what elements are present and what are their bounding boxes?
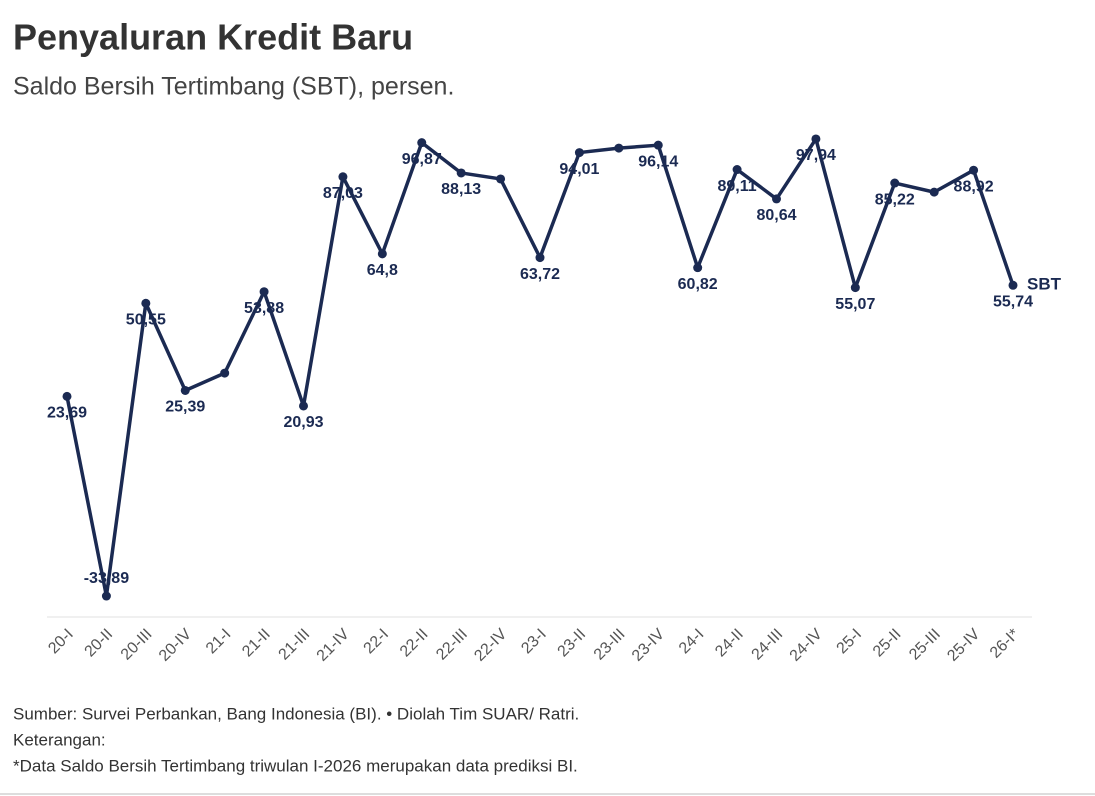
data-label: 50,55 (126, 311, 166, 328)
x-tick-label: 26-I* (987, 626, 1023, 662)
point (969, 165, 979, 175)
x-tick-label: 21-IV (314, 626, 353, 665)
point (535, 253, 545, 263)
data-label: -33,89 (84, 570, 129, 587)
point (653, 140, 663, 150)
x-tick-label: 25-II (870, 626, 905, 661)
data-label: 97,94 (796, 147, 836, 164)
data-label: 96,87 (402, 151, 442, 168)
point (220, 368, 230, 378)
data-label: 64,8 (367, 262, 398, 279)
x-tick-label: 22-I (361, 626, 393, 658)
data-label: 53,88 (244, 300, 284, 317)
data-label: 55,74 (993, 293, 1033, 310)
data-label: 94,01 (559, 161, 599, 178)
chart-subtitle: Saldo Bersih Tertimbang (SBT), persen. (13, 73, 454, 101)
x-tick-label: 20-IV (156, 626, 195, 665)
x-tick-label: 20-II (82, 626, 117, 661)
x-tick-label: 23-III (591, 626, 629, 664)
point (614, 143, 624, 153)
point (929, 187, 939, 197)
x-tick-label: 24-IV (787, 626, 826, 665)
data-label: 60,82 (678, 276, 718, 293)
point (259, 287, 269, 297)
data-label: 89,11 (718, 178, 757, 195)
data-label: 20,93 (283, 414, 323, 431)
x-tick-label: 22-III (433, 626, 471, 664)
line (65, 137, 1015, 598)
point (1008, 280, 1018, 290)
x-tick-label: 25-III (906, 626, 944, 664)
data-label: 23,69 (47, 405, 87, 422)
x-tick-label: 21-II (239, 626, 274, 661)
x-tick-label: 22-II (397, 626, 432, 661)
point (101, 591, 111, 601)
note-heading: Keterangan: (13, 730, 106, 749)
point (890, 178, 900, 188)
point (180, 385, 190, 395)
point (811, 134, 821, 144)
point (456, 168, 466, 178)
point (693, 263, 703, 273)
point (732, 165, 742, 175)
x-tick-label: 23-I (518, 626, 550, 658)
point (574, 148, 584, 158)
point (62, 391, 72, 401)
point (338, 172, 348, 182)
data-label: 88,13 (441, 181, 481, 198)
x-tick-label: 25-IV (944, 626, 983, 665)
point (141, 298, 151, 308)
x-tick-label: 21-III (276, 626, 314, 664)
point (496, 174, 506, 184)
x-tick-label: 20-I (45, 626, 77, 658)
point (377, 249, 387, 259)
data-label: 55,07 (835, 296, 875, 313)
x-tick-label: 20-III (118, 626, 156, 664)
chart-title: Penyaluran Kredit Baru (13, 17, 413, 58)
data-label: 25,39 (165, 399, 205, 416)
point (850, 283, 860, 293)
x-tick-label: 25-I (834, 626, 866, 658)
x-tick-label: 23-IV (629, 626, 668, 665)
x-tick-label: 24-III (749, 626, 787, 664)
point (299, 401, 308, 411)
source: Sumber: Survei Perbankan, Bang Indonesia… (13, 704, 579, 723)
data-label: 88,92 (954, 178, 994, 195)
data-label: 63,72 (520, 266, 560, 283)
point (772, 194, 781, 204)
x-tick-label: 23-II (555, 626, 590, 661)
x-tick-label: 24-II (712, 626, 747, 661)
point (417, 138, 427, 148)
data-label: 85,22 (875, 191, 915, 208)
data-label: 96,14 (638, 153, 678, 170)
x-tick-label: 24-I (676, 626, 708, 658)
data-label: 87,03 (323, 185, 363, 202)
series-label: SBT (1027, 275, 1062, 294)
x-tick-label: 21-I (203, 626, 235, 658)
note: *Data Saldo Bersih Tertimbang triwulan I… (13, 756, 578, 775)
data-label: 80,64 (756, 207, 796, 224)
x-tick-label: 22-IV (471, 626, 510, 665)
